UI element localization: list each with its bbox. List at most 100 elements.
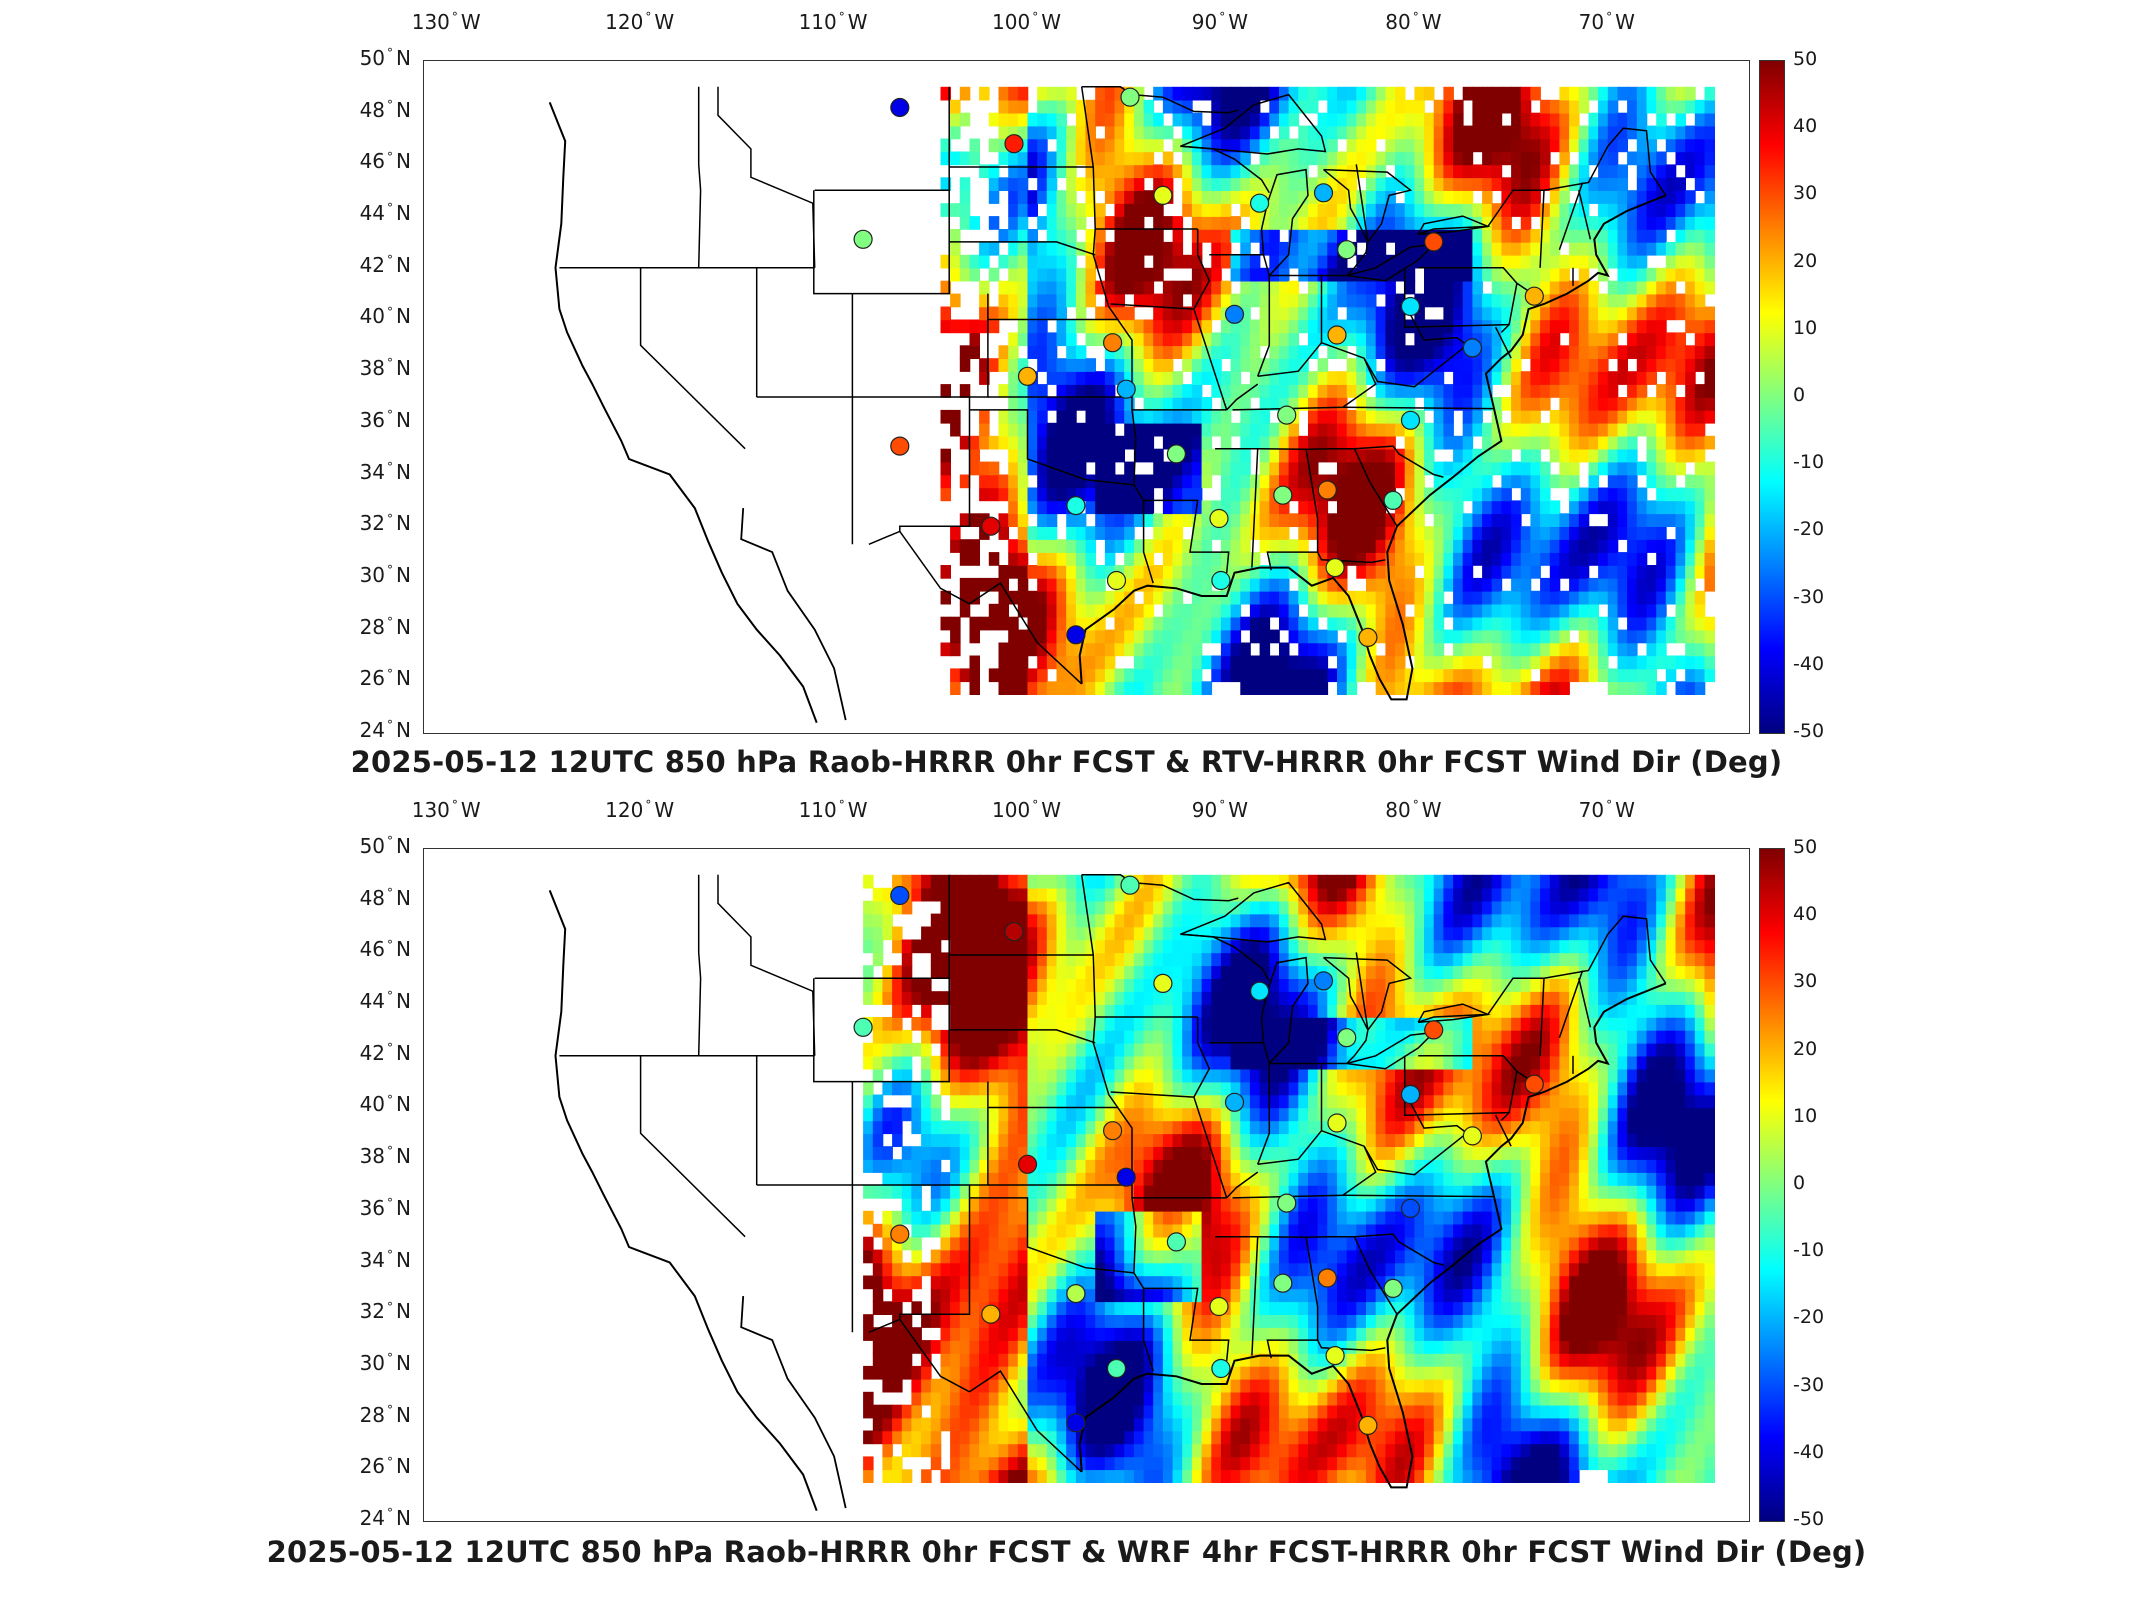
raob-station-marker <box>1224 1092 1245 1112</box>
lat-tick-label: 28 ° N <box>359 1402 411 1427</box>
colorbar-tick-label: 50 <box>1793 48 1818 70</box>
panel-title: 2025-05-12 12UTC 850 hPa Raob-HRRR 0hr F… <box>266 1535 1867 1569</box>
raob-station-marker <box>1524 286 1544 306</box>
lat-tick-label: 38 ° N <box>359 1144 411 1169</box>
raob-station-marker <box>1209 1296 1229 1317</box>
colorbar-tick-label: 10 <box>1793 316 1818 339</box>
lat-tick-label: 48 ° N <box>359 97 411 122</box>
lat-tick-label: 42 ° N <box>359 1040 411 1065</box>
lon-tick-label: 70 ° W <box>1578 10 1635 34</box>
raob-station-marker <box>981 1304 1001 1324</box>
colorbar-tick-label: -20 <box>1793 1306 1825 1329</box>
lat-tick-label: 28 ° N <box>359 614 411 639</box>
lat-tick-label: 26 ° N <box>359 666 411 691</box>
raob-station-marker <box>1325 558 1345 578</box>
raob-station-marker <box>1462 1126 1483 1146</box>
raob-station-marker <box>853 229 873 249</box>
lat-tick-label: 34 ° N <box>359 1247 411 1272</box>
lat-tick-label: 46 ° N <box>359 149 411 174</box>
raob-station-marker <box>1166 1232 1187 1252</box>
lon-tick-label: 80 ° W <box>1385 10 1442 34</box>
lat-tick-label: 38 ° N <box>359 356 411 381</box>
map-area <box>423 848 1750 1522</box>
raob-station-marker <box>1273 485 1293 505</box>
lat-tick-label: 30 ° N <box>359 562 411 587</box>
raob-station-marker <box>1004 922 1024 942</box>
lat-tick-label: 36 ° N <box>359 1195 411 1220</box>
raob-station-marker <box>1066 496 1086 516</box>
raob-station-marker <box>1017 1154 1038 1174</box>
colorbar-tick-label: 40 <box>1793 115 1818 138</box>
raob-station-marker <box>1358 1415 1378 1436</box>
raob-station-marker <box>981 516 1001 536</box>
colorbar-tick-label: -10 <box>1793 451 1825 474</box>
raob-station-marker <box>1400 296 1421 317</box>
lat-tick-label: 50 ° N <box>359 46 411 70</box>
lon-tick-label: 110 ° W <box>798 10 868 34</box>
raob-station-marker <box>1327 325 1347 345</box>
map-area <box>423 60 1750 734</box>
lat-tick-label: 40 ° N <box>359 1092 411 1117</box>
colorbar-tick-label: -50 <box>1793 720 1825 742</box>
lon-tick-label: 130 ° W <box>411 798 481 822</box>
raob-station-marker <box>1317 480 1337 500</box>
colorbar-tick-label: 20 <box>1793 249 1818 272</box>
raob-station-marker <box>1116 1167 1136 1187</box>
colorbar-tick-label: -30 <box>1793 585 1825 608</box>
colorbar-tick-label: -40 <box>1793 652 1825 675</box>
lon-tick-label: 100 ° W <box>992 798 1061 822</box>
raob-station-marker <box>1400 1084 1421 1105</box>
raob-station-marker <box>1004 134 1024 154</box>
raob-station-marker <box>1106 570 1127 591</box>
raob-station-marker <box>1153 973 1173 993</box>
lat-tick-label: 44 ° N <box>359 989 411 1014</box>
lon-tick-label: 110 ° W <box>798 798 868 822</box>
lon-tick-label: 80 ° W <box>1385 798 1442 822</box>
raob-station-marker <box>1066 1413 1086 1433</box>
raob-station-marker <box>853 1017 873 1037</box>
lon-tick-label: 120 ° W <box>605 798 675 822</box>
raob-station-marker <box>1209 508 1229 529</box>
raob-station-marker <box>1224 304 1245 324</box>
lat-tick-label: 50 ° N <box>359 834 411 858</box>
lat-tick-label: 32 ° N <box>359 511 411 536</box>
raob-station-marker <box>1337 1028 1357 1048</box>
lon-tick-label: 90 ° W <box>1191 10 1249 34</box>
raob-station-marker <box>1211 1358 1231 1379</box>
colorbar-tick-label: 50 <box>1793 836 1818 858</box>
lat-tick-label: 42 ° N <box>359 252 411 277</box>
lat-tick-label: 24 ° N <box>359 718 411 742</box>
lon-tick-label: 120 ° W <box>605 10 675 34</box>
raob-station-marker <box>1066 1284 1086 1304</box>
colorbar-tick-label: -20 <box>1793 518 1825 541</box>
raob-station-marker <box>1277 405 1297 425</box>
colorbar-tick-label: 0 <box>1793 1172 1806 1194</box>
raob-station-marker <box>1327 1113 1347 1133</box>
raob-station-marker <box>1120 875 1140 895</box>
raob-station-marker <box>1120 87 1140 107</box>
raob-station-marker <box>1116 379 1136 399</box>
panel-title: 2025-05-12 12UTC 850 hPa Raob-HRRR 0hr F… <box>350 745 1783 779</box>
lat-tick-label: 48 ° N <box>359 885 411 910</box>
raob-station-marker <box>1337 240 1357 260</box>
raob-station-marker <box>1249 981 1270 1001</box>
raob-station-marker <box>1102 333 1123 353</box>
raob-station-marker <box>1277 1193 1297 1213</box>
raob-station-marker <box>1166 444 1187 464</box>
raob-station-marker <box>1066 625 1086 645</box>
colorbar-tick-label: 30 <box>1793 970 1818 993</box>
raob-station-marker <box>1524 1074 1544 1094</box>
lat-tick-label: 32 ° N <box>359 1299 411 1324</box>
colorbar-tick-label: 40 <box>1793 903 1818 926</box>
raob-station-marker <box>1400 410 1421 430</box>
raob-station-marker <box>1211 570 1231 591</box>
raob-station-marker <box>1249 193 1270 213</box>
colorbar <box>1759 60 1785 734</box>
raob-station-marker <box>1358 627 1378 648</box>
raob-station-marker <box>1424 232 1444 252</box>
raob-station-marker <box>1383 490 1403 510</box>
lat-tick-label: 26 ° N <box>359 1454 411 1479</box>
raob-station-marker <box>1106 1358 1127 1379</box>
raob-station-marker <box>890 1224 910 1244</box>
raob-station-marker <box>890 885 910 906</box>
